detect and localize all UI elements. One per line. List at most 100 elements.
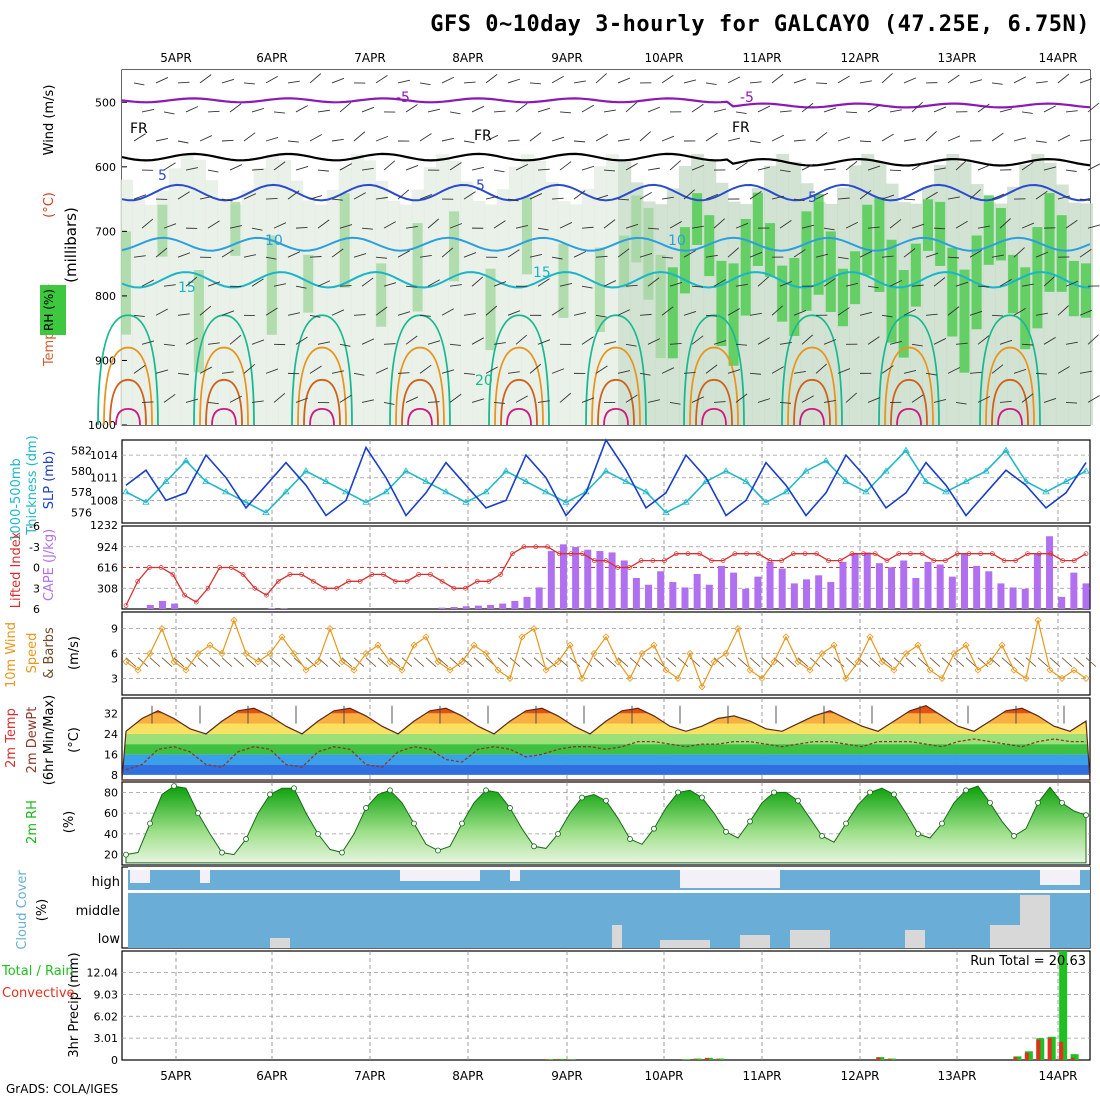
wind-barb xyxy=(339,224,353,229)
wind-barb xyxy=(859,140,872,143)
wind10-marker xyxy=(278,633,286,641)
wind-barb xyxy=(705,132,718,142)
wind10-barb xyxy=(1025,657,1037,667)
temp-tick-label: 24 xyxy=(104,728,118,741)
wind-barb xyxy=(317,280,331,287)
wind-barb xyxy=(529,82,541,85)
cloud-clear-high xyxy=(400,870,480,881)
wind-barb xyxy=(287,312,301,316)
wind-barb xyxy=(581,336,594,345)
cape-bar xyxy=(645,584,653,609)
wind-barb xyxy=(199,74,212,84)
cloud-row-label-low: low xyxy=(98,932,121,947)
wind-barb xyxy=(449,343,461,346)
temp-lobe xyxy=(701,407,727,426)
rh-shade-green xyxy=(193,270,204,373)
cape-bar xyxy=(851,553,859,609)
rh-shade-green xyxy=(692,193,703,245)
wind-barb xyxy=(177,140,189,144)
wind10-marker xyxy=(770,658,778,666)
wind10-barb xyxy=(941,657,953,667)
wind-barb xyxy=(471,337,484,345)
wind-barb xyxy=(617,309,631,316)
li-marker xyxy=(299,572,304,577)
rh-tick-label: 40 xyxy=(104,828,118,841)
rh-marker xyxy=(579,794,585,801)
wind-barb xyxy=(273,111,285,114)
wind-barb xyxy=(705,364,718,374)
rh-marker xyxy=(507,805,513,811)
temp-lobe xyxy=(395,346,445,426)
contour-10-label: 10 xyxy=(265,233,283,249)
wind-barb xyxy=(331,138,344,142)
cape-bar xyxy=(875,563,883,609)
rh-shade-green xyxy=(1081,263,1091,318)
cape-bar xyxy=(146,604,154,609)
rh-shade-light xyxy=(229,204,243,425)
wind-barb xyxy=(933,106,947,113)
wind-barb xyxy=(727,247,739,258)
li-marker xyxy=(943,558,948,563)
rh-marker xyxy=(267,791,273,798)
wind-barb xyxy=(515,334,528,345)
thickness-line-marker xyxy=(402,467,410,474)
wind-barb xyxy=(537,168,550,171)
wind-barb xyxy=(757,398,771,403)
wind-barb xyxy=(867,336,880,345)
wind-barb xyxy=(639,313,652,316)
cloud-divider xyxy=(128,867,1090,870)
li-marker xyxy=(252,585,258,591)
precip-conv-bar xyxy=(1013,1057,1018,1060)
wind-barb xyxy=(881,194,895,200)
temp-lobe xyxy=(585,314,647,426)
wind-barb xyxy=(625,343,637,347)
cape-bar xyxy=(268,608,276,609)
wind-barb xyxy=(133,314,145,317)
wind-barb xyxy=(911,284,924,287)
wind-barb xyxy=(265,307,278,316)
wind-tick-label: 6 xyxy=(111,648,118,661)
wind10-barb xyxy=(149,657,161,667)
cloud-low-gray xyxy=(905,930,925,948)
cape-bar xyxy=(535,587,543,609)
cape-bar xyxy=(888,567,896,609)
li-marker xyxy=(193,599,199,605)
cloud-low-gray xyxy=(612,925,622,948)
thickness-line-marker xyxy=(182,456,190,464)
cape-bar xyxy=(960,553,968,609)
wind10-barb xyxy=(1073,657,1085,667)
wind10-marker xyxy=(890,666,898,674)
wind-barb xyxy=(823,400,836,403)
wind-barb xyxy=(573,80,586,84)
wind-barb xyxy=(199,135,213,142)
wind-barb xyxy=(999,218,1011,229)
wind-barb xyxy=(1079,248,1092,258)
contour-freezing-label: FR xyxy=(732,120,750,136)
wind-barb xyxy=(441,308,454,316)
cape-bar xyxy=(681,587,689,609)
wind-barb xyxy=(155,308,168,316)
wind-barb xyxy=(771,73,784,84)
wind-barb xyxy=(1057,366,1070,374)
wind-barb xyxy=(133,133,146,142)
thickness-line-marker xyxy=(282,488,290,495)
cloud-base xyxy=(128,867,1090,948)
wind10-barb xyxy=(425,657,437,667)
wind-barb xyxy=(999,339,1013,345)
rh-marker xyxy=(315,830,321,837)
wind-barb xyxy=(243,132,256,142)
wind-barb xyxy=(647,277,660,287)
li-marker xyxy=(849,551,855,557)
wind-barb xyxy=(625,284,638,287)
wind-barb xyxy=(683,311,697,316)
rh-shade-green xyxy=(449,211,460,282)
wind-barb xyxy=(661,306,674,316)
wind-barb xyxy=(735,111,747,115)
wind-barb xyxy=(221,310,235,316)
temp-lobe xyxy=(193,314,255,426)
wind-barb xyxy=(1043,276,1055,287)
date-label-top: 5APR xyxy=(160,51,191,65)
cape-bar xyxy=(790,583,798,609)
wind-barb xyxy=(1087,163,1100,171)
wind10-barb xyxy=(629,657,641,667)
